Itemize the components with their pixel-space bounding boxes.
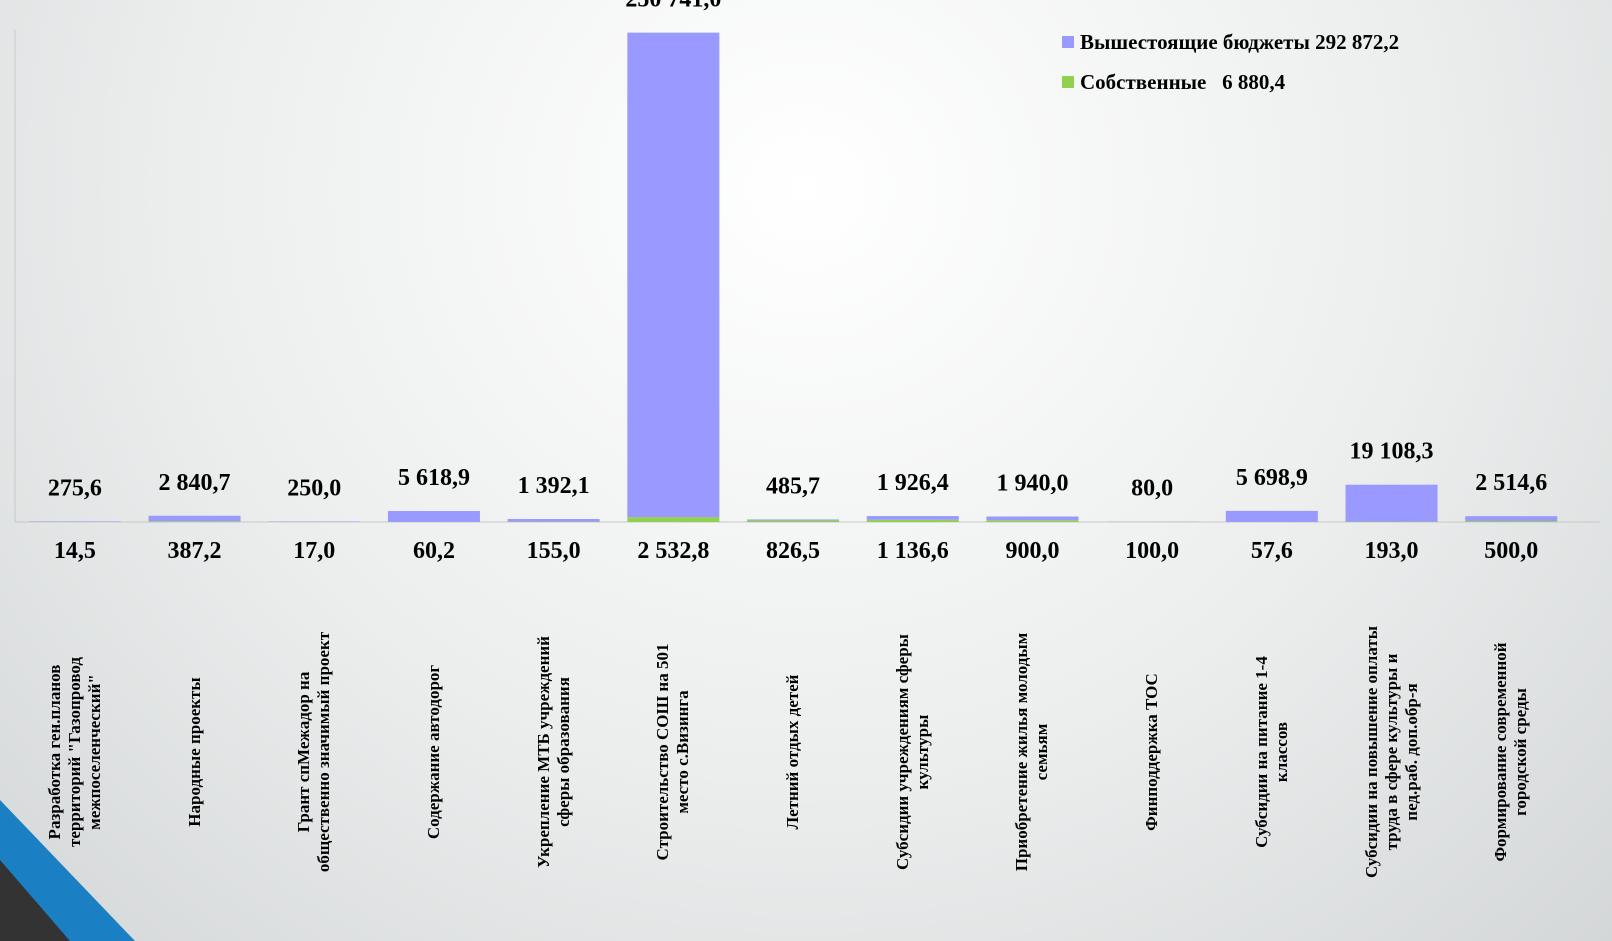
- bar-segment: [986, 516, 1079, 521]
- x-tick-label: Разработка ген.планов территорий "Газопр…: [44, 657, 104, 848]
- bar-segment: [1465, 521, 1558, 522]
- data-label: 19 108,3: [1350, 439, 1434, 465]
- data-label: 2 840,7: [159, 470, 231, 496]
- x-tick-label: Субсидии на питание 1-4 классов: [1251, 656, 1291, 848]
- corner-decoration: [0, 860, 70, 941]
- x-tick-label: Субсидии учреждениям сферы культуры: [892, 634, 932, 870]
- data-label: 14,5: [54, 538, 96, 564]
- data-label: 250,0: [287, 475, 341, 501]
- data-label: 1 926,4: [877, 470, 949, 496]
- bar-segment: [507, 519, 600, 522]
- data-label: 250 741,0: [625, 0, 721, 13]
- x-tick-label: Финподдержка ТОС: [1142, 673, 1162, 831]
- bar-segment: [148, 521, 241, 522]
- bar-segment: [387, 511, 480, 522]
- data-label: 155,0: [527, 538, 581, 564]
- data-label: 500,0: [1484, 538, 1538, 564]
- legend-swatch: [1062, 36, 1074, 48]
- x-tick-label: Формирование современной городской среды: [1491, 642, 1531, 862]
- data-label: 1 940,0: [996, 471, 1068, 497]
- data-label: 2 514,6: [1475, 470, 1547, 496]
- data-label: 826,5: [766, 538, 820, 564]
- data-label: 5 618,9: [398, 465, 470, 491]
- x-tick-label: Укрепление МТБ учреждений сферы образова…: [533, 636, 573, 868]
- data-label: 17,0: [293, 538, 335, 564]
- bar-segment: [986, 520, 1079, 522]
- bar-segment: [28, 521, 121, 522]
- bar-segment: [148, 515, 241, 522]
- bar-segment: [866, 516, 959, 520]
- data-label: 275,6: [48, 475, 102, 501]
- bar-segment: [747, 519, 840, 521]
- bar-segment: [747, 520, 840, 522]
- bar-segment: [866, 519, 959, 522]
- legend-label: Вышестоящие бюджеты 292 872,2: [1080, 30, 1399, 54]
- bar-segment: [1225, 510, 1318, 522]
- data-label: 1 136,6: [877, 538, 949, 564]
- data-label: 193,0: [1365, 538, 1419, 564]
- data-label: 900,0: [1005, 538, 1059, 564]
- data-label: 100,0: [1125, 538, 1179, 564]
- bar-segment: [627, 32, 720, 518]
- data-label: 57,6: [1251, 538, 1293, 564]
- x-tick-label: Приобретение жилья молодым семьям: [1012, 632, 1052, 872]
- x-tick-label: Народные проекты: [184, 677, 204, 827]
- data-label: 1 392,1: [518, 473, 590, 499]
- bar-segment: [627, 517, 720, 522]
- bar-segment: [1345, 484, 1438, 522]
- x-tick-label: Содержание автодорог: [423, 664, 443, 840]
- data-label: 485,7: [766, 473, 820, 499]
- data-label: 2 532,8: [637, 538, 709, 564]
- legend-label: Собственные 6 880,4: [1080, 70, 1286, 94]
- bar-segment: [1465, 516, 1558, 522]
- x-tick-label: Строительство СОШ на 501 место с.Визинга: [653, 643, 693, 861]
- data-label: 5 698,9: [1236, 465, 1308, 491]
- data-label: 60,2: [413, 538, 455, 564]
- data-label: 387,2: [168, 538, 222, 564]
- x-tick-label: Субсидии на повышение оплаты труда в сфе…: [1361, 625, 1421, 879]
- x-tick-label: Грант спМежадор на общественно значимый …: [294, 631, 334, 873]
- legend-swatch: [1062, 76, 1074, 88]
- x-tick-label: Летний отдых детей: [783, 674, 803, 830]
- data-label: 80,0: [1131, 476, 1173, 502]
